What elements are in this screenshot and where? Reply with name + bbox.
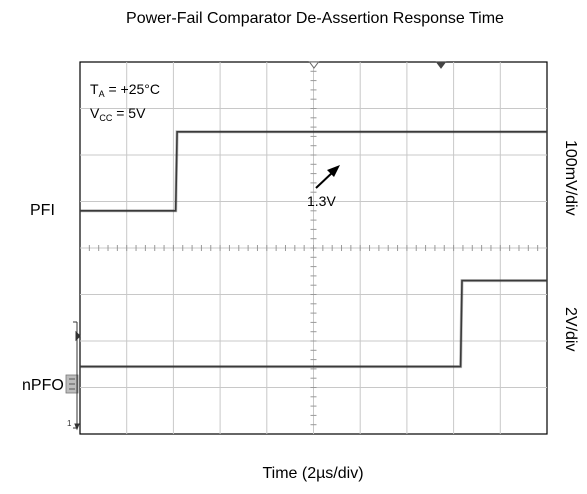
traces (80, 130, 547, 369)
trigger-marker-filled (435, 61, 447, 69)
scale-label-npfo: 2V/div (562, 307, 579, 351)
vertical-range-marker: 1 (67, 321, 81, 431)
condition-vcc: VCC = 5V (90, 105, 146, 123)
threshold-label: 1.3V (307, 193, 336, 209)
chart-title: Power-Fail Comparator De-Assertion Respo… (126, 10, 504, 27)
x-axis-label: Time (2µs/div) (262, 465, 363, 482)
condition-temperature: TA = +25°C (90, 81, 160, 99)
channel-label-pfi: PFI (30, 202, 55, 219)
scale-label-pfi: 100mV/div (562, 140, 579, 216)
center-ticks (88, 70, 539, 426)
svg-text:1: 1 (67, 419, 72, 428)
threshold-arrow-head (327, 165, 340, 177)
channel-ground-marker (65, 374, 79, 394)
trace-npfo (80, 279, 547, 368)
trace-pfi (80, 131, 547, 212)
channel-label-npfo: nPFO (22, 377, 64, 394)
trigger-marker-hollow (308, 61, 320, 69)
